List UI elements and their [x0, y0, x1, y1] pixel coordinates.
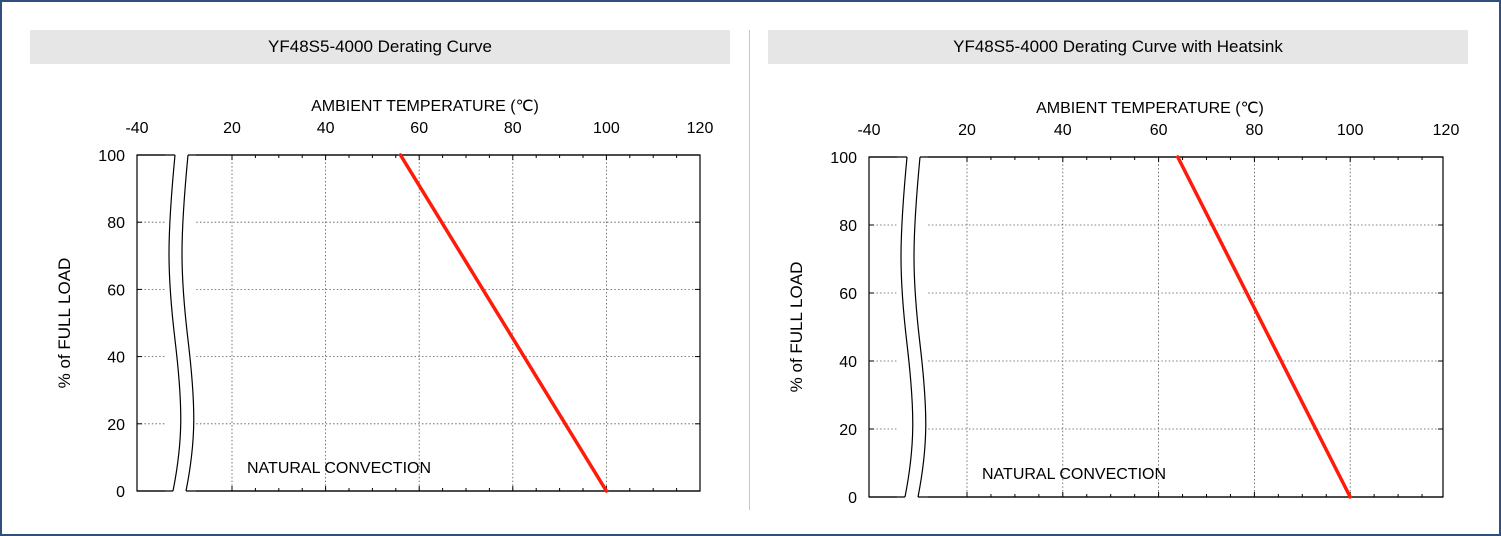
y-tick-label: 60: [839, 286, 857, 303]
y-axis-label: % of FULL LOAD: [55, 258, 74, 389]
chart-title-bar-left: YF48S5-4000 Derating Curve: [30, 30, 730, 64]
y-tick-label: 80: [107, 215, 125, 232]
axis-break-line: [181, 154, 195, 492]
y-axis-label: % of FULL LOAD: [787, 262, 806, 393]
plot-border: [136, 154, 701, 492]
x-tick-label: 100: [593, 120, 620, 137]
x-tick-label: 40: [317, 120, 335, 137]
x-tick-label: 20: [223, 120, 241, 137]
derating-chart-left: -40 20 40 60 80 100 120 0 20 40 60 80 100 AMBIENT TEM…: [55, 98, 714, 501]
x-axis-label: AMBIENT TEMPERATURE (℃): [311, 98, 539, 115]
x-tick-label: 60: [1150, 122, 1168, 139]
x-tick-label: 60: [410, 120, 428, 137]
chart-title: YF48S5-4000 Derating Curve: [268, 37, 492, 56]
y-tick-label: 60: [107, 282, 125, 299]
axis-break-line: [913, 156, 927, 498]
y-tick-label: 0: [116, 484, 125, 501]
x-tick-label: 120: [687, 120, 714, 137]
x-tick-label: -40: [857, 122, 880, 139]
x-tick-label: 80: [1246, 122, 1264, 139]
y-tick-label: 0: [848, 490, 857, 507]
x-tick-label: 120: [1433, 122, 1460, 139]
x-tick-label: 80: [504, 120, 522, 137]
y-tick-label: 40: [839, 354, 857, 371]
derating-line: [398, 153, 609, 493]
x-tick-label: 40: [1054, 122, 1072, 139]
plot-border: [868, 156, 1444, 498]
y-tick-label: 20: [107, 417, 125, 434]
axis-break-line: [900, 156, 914, 498]
x-tick-label: -40: [125, 120, 148, 137]
chart-title: YF48S5-4000 Derating Curve with Heatsink: [953, 37, 1283, 56]
derating-line: [1176, 155, 1352, 499]
y-tick-label: 40: [107, 350, 125, 367]
x-axis-label: AMBIENT TEMPERATURE (℃): [1036, 100, 1264, 117]
annotation-label: NATURAL CONVECTION: [982, 466, 1166, 483]
y-tick-label: 20: [839, 422, 857, 439]
annotation-label: NATURAL CONVECTION: [247, 460, 431, 477]
y-tick-label: 100: [98, 148, 125, 165]
y-tick-label: 100: [830, 150, 857, 167]
derating-chart-right: -40 20 40 60 80 100 120 0 20 40 60 80 100 AMBIENT TEM…: [787, 100, 1460, 507]
y-tick-label: 80: [839, 218, 857, 235]
x-tick-label: 100: [1337, 122, 1364, 139]
chart-title-bar-right: YF48S5-4000 Derating Curve with Heatsink: [768, 30, 1468, 64]
axis-break-line: [168, 154, 182, 492]
panel-divider: [749, 30, 750, 510]
x-tick-label: 20: [958, 122, 976, 139]
